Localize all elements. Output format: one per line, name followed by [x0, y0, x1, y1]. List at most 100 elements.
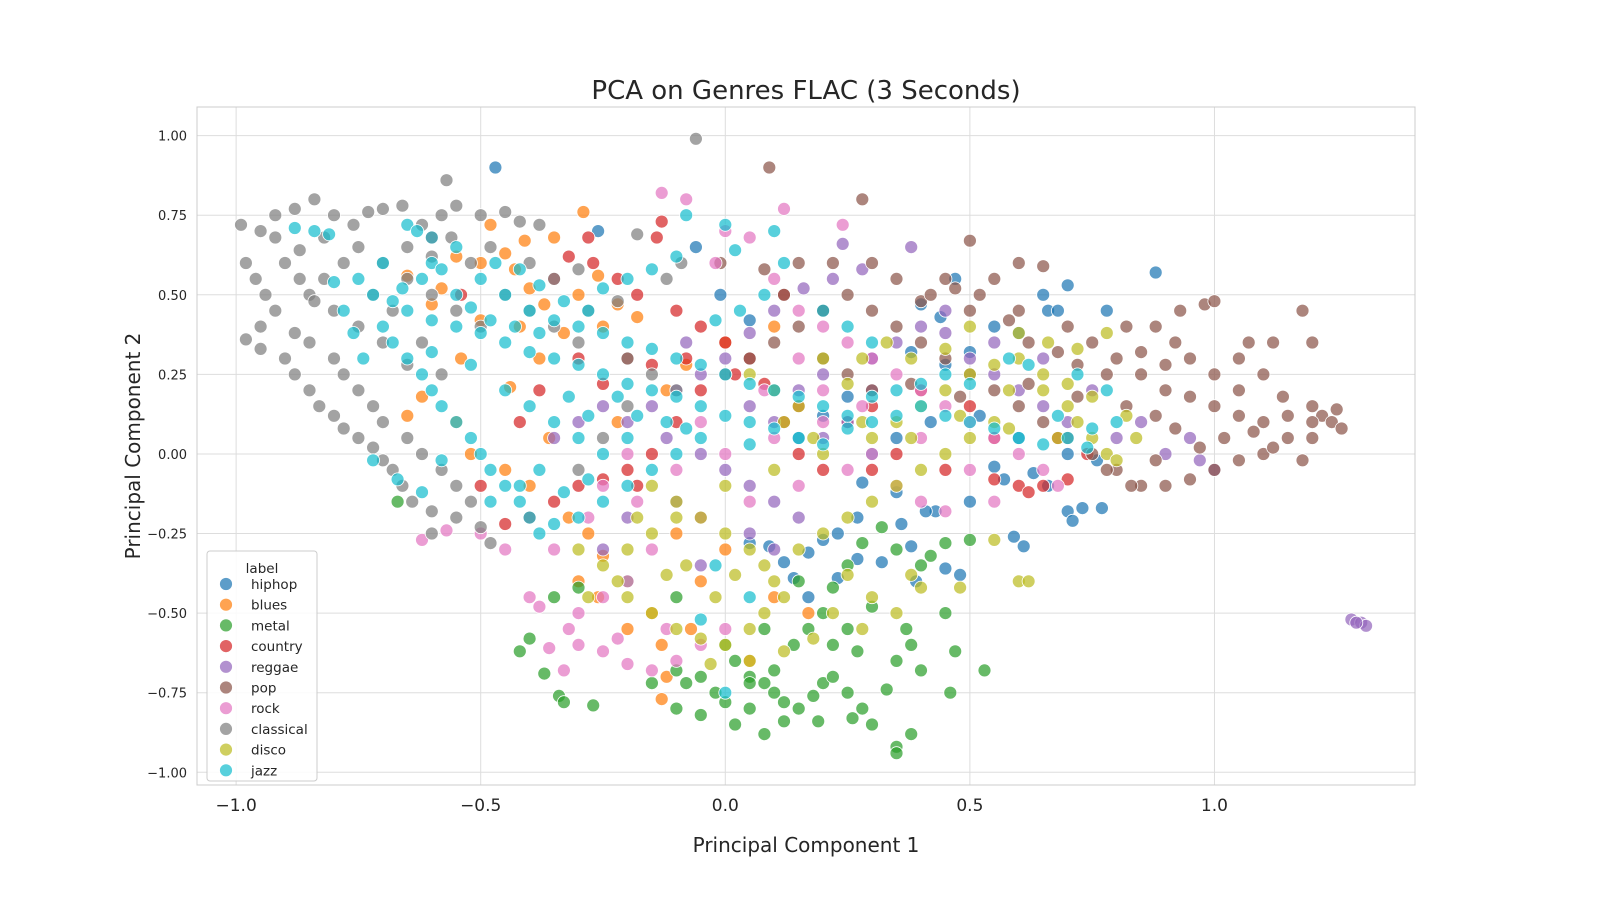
point-jazz: [400, 351, 415, 366]
point-pop: [963, 233, 977, 248]
y-tick-label: 0.25: [158, 368, 187, 383]
point-jazz: [356, 351, 371, 366]
point-pop: [1305, 415, 1320, 430]
point-jazz: [508, 319, 522, 334]
point-reggae: [767, 494, 782, 509]
point-pop: [1217, 431, 1232, 445]
point-disco: [840, 376, 855, 391]
point-metal: [547, 590, 561, 605]
point-disco: [987, 357, 1002, 372]
point-disco: [679, 558, 694, 573]
point-disco: [659, 568, 674, 582]
point-classical: [287, 201, 302, 216]
point-classical: [405, 494, 420, 509]
point-classical: [307, 294, 322, 309]
legend-label: rock: [251, 701, 280, 717]
point-jazz: [889, 408, 904, 423]
y-tick-label: −1.00: [147, 766, 187, 781]
point-jazz: [366, 287, 381, 302]
point-jazz: [1085, 421, 1100, 436]
point-pop: [1266, 335, 1280, 350]
point-disco: [703, 657, 718, 671]
point-classical: [434, 367, 449, 382]
point-rock: [865, 447, 879, 461]
point-jazz: [400, 217, 415, 232]
point-disco: [1011, 326, 1026, 340]
point-jazz: [816, 399, 830, 414]
point-blues: [400, 408, 415, 423]
point-classical: [253, 224, 268, 239]
point-pop: [1060, 319, 1075, 334]
point-blues: [434, 281, 449, 296]
point-rock: [742, 494, 757, 509]
point-classical: [449, 510, 464, 525]
point-classical: [645, 367, 659, 382]
point-classical: [278, 351, 292, 366]
point-pop: [1148, 453, 1163, 468]
point-hiphop: [1065, 513, 1080, 528]
point-blues: [532, 351, 547, 366]
point-jazz: [693, 357, 708, 372]
point-metal: [645, 676, 659, 690]
point-jazz: [557, 485, 571, 500]
point-metal: [757, 676, 772, 690]
point-blues: [718, 542, 733, 557]
point-rock: [987, 494, 1002, 509]
point-jazz: [547, 351, 561, 366]
point-jazz: [742, 415, 757, 430]
point-country: [1036, 478, 1051, 493]
point-jazz: [571, 431, 586, 445]
point-disco: [855, 351, 870, 366]
legend-marker: [219, 659, 233, 674]
point-hiphop: [1036, 287, 1051, 302]
legend-label: reggae: [251, 660, 298, 676]
legend-item-pop: pop: [219, 681, 276, 697]
point-pop: [791, 319, 806, 334]
point-classical: [302, 383, 317, 398]
point-jazz: [669, 447, 684, 461]
point-reggae: [987, 335, 1002, 350]
point-hiphop: [987, 459, 1002, 474]
point-rock: [855, 399, 870, 414]
point-jazz: [483, 462, 498, 477]
point-jazz: [620, 478, 635, 493]
point-jazz: [889, 383, 904, 398]
point-jazz: [659, 415, 674, 430]
point-country: [498, 517, 513, 531]
point-disco: [645, 526, 659, 541]
legend-item-disco: disco: [219, 743, 286, 759]
point-reggae: [718, 462, 733, 477]
point-disco: [777, 415, 791, 430]
point-classical: [483, 240, 498, 255]
point-metal: [742, 701, 757, 716]
point-pop: [1124, 478, 1139, 493]
point-pop: [1256, 415, 1271, 430]
point-jazz: [679, 421, 694, 436]
point-pop: [1207, 399, 1222, 414]
point-hiphop: [894, 517, 909, 531]
point-jazz: [914, 399, 928, 414]
point-rock: [522, 590, 537, 605]
point-classical: [532, 217, 547, 232]
point-reggae: [904, 240, 919, 255]
point-metal: [742, 676, 757, 690]
point-pop: [1183, 351, 1197, 366]
point-disco: [630, 510, 645, 525]
point-pop: [1280, 408, 1295, 423]
point-jazz: [400, 303, 415, 318]
point-jazz: [532, 326, 547, 340]
point-jazz: [1070, 367, 1085, 382]
legend-marker: [219, 618, 233, 633]
point-classical: [571, 335, 586, 350]
legend-item-hiphop: hiphop: [219, 577, 297, 593]
point-reggae: [1349, 615, 1364, 630]
point-classical: [449, 198, 464, 213]
x-tick-label: 0.0: [712, 796, 739, 816]
point-pop: [1011, 256, 1026, 270]
point-pop: [767, 335, 782, 350]
point-classical: [512, 214, 527, 229]
point-metal: [786, 638, 801, 652]
point-jazz: [581, 303, 596, 318]
point-disco: [1119, 408, 1134, 423]
legend-label: country: [251, 639, 303, 655]
